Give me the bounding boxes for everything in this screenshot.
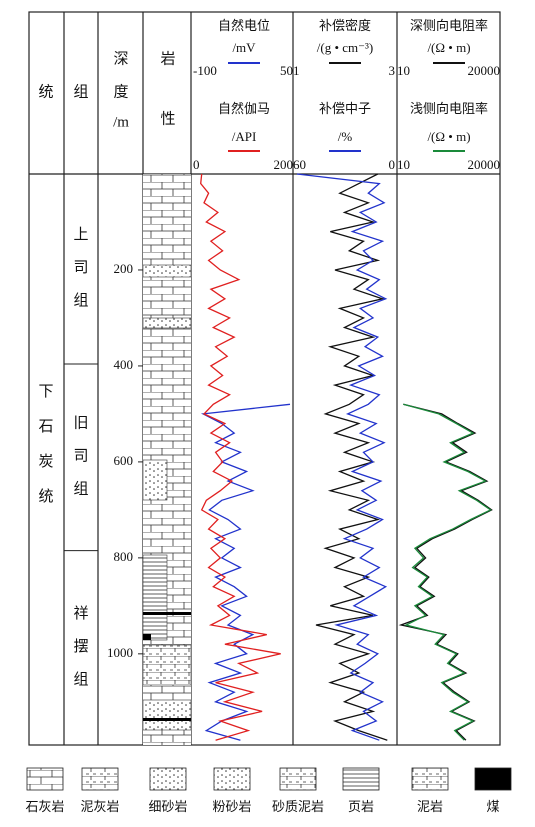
- x-tick-label: 0: [389, 157, 396, 172]
- log-curve: [403, 403, 492, 741]
- curve-unit: /(Ω • m): [427, 129, 470, 144]
- column-header: 岩: [160, 50, 175, 67]
- log-curve: [315, 173, 388, 741]
- curve-name: 补偿中子: [319, 101, 371, 116]
- formation-name: 祥摆组: [73, 605, 88, 688]
- legend-label: 粉砂岩: [212, 799, 251, 814]
- system-name: 下石炭统: [38, 384, 53, 505]
- column-header: /m: [113, 114, 129, 130]
- x-tick-label: 50: [280, 63, 293, 78]
- x-tick-label: 20000: [468, 157, 501, 172]
- y-tick-label: 200: [114, 261, 134, 276]
- x-tick-label: 200: [274, 157, 294, 172]
- column-header: 度: [113, 83, 128, 100]
- legend-label: 煤: [486, 799, 499, 814]
- curve-name: 自然电位: [218, 18, 270, 33]
- legend-label: 泥岩: [417, 799, 443, 814]
- y-tick-label: 400: [114, 357, 134, 372]
- curve-name: 自然伽马: [218, 101, 270, 116]
- curve-unit: /API: [232, 129, 257, 144]
- log-curve: [200, 173, 281, 741]
- curve-unit: /(Ω • m): [427, 40, 470, 55]
- x-tick-label: -100: [193, 63, 217, 78]
- curve-unit: /(g • cm⁻³): [317, 40, 373, 55]
- curve-unit: /%: [338, 129, 353, 144]
- x-tick-label: 1: [293, 63, 300, 78]
- x-tick-label: 10: [397, 63, 410, 78]
- column-header: 性: [160, 110, 175, 127]
- legend-label: 细砂岩: [148, 799, 187, 814]
- curve-name: 补偿密度: [319, 18, 371, 33]
- log-curve: [296, 173, 388, 741]
- y-tick-label: 800: [114, 549, 134, 564]
- lithology-column: [142, 174, 192, 745]
- legend-swatches: [26, 767, 512, 791]
- x-tick-label: 10: [397, 157, 410, 172]
- x-tick-label: 3: [389, 63, 396, 78]
- curve-name: 浅侧向电阻率: [410, 101, 488, 116]
- formation-name: 旧司组: [73, 415, 88, 498]
- column-header: 组: [73, 83, 88, 100]
- legend-label: 泥灰岩: [80, 799, 119, 814]
- x-tick-label: 20000: [468, 63, 501, 78]
- legend-label: 页岩: [348, 799, 374, 814]
- log-curve: [398, 403, 493, 741]
- curve-name: 深侧向电阻率: [410, 18, 488, 33]
- y-tick-label: 600: [114, 453, 134, 468]
- legend-label: 石灰岩: [25, 799, 64, 814]
- x-tick-label: 0: [193, 157, 200, 172]
- column-header: 统: [38, 83, 53, 100]
- legend-label: 砂质泥岩: [272, 799, 324, 814]
- column-header: 深: [113, 50, 128, 67]
- log-curve: [200, 403, 291, 741]
- curve-unit: /mV: [232, 40, 256, 55]
- y-tick-label: 1000: [107, 645, 133, 660]
- x-tick-label: 60: [293, 157, 306, 172]
- formation-name: 上司组: [73, 226, 88, 309]
